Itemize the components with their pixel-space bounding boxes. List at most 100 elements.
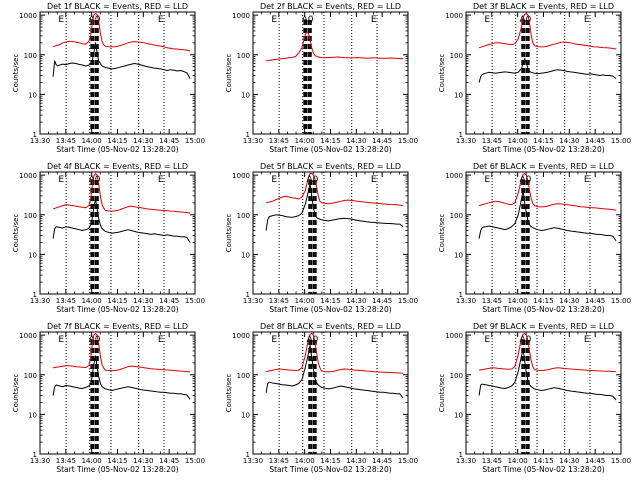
x-tick-label: 13:30 xyxy=(30,297,50,305)
x-tick-label: 14:45 xyxy=(372,297,392,305)
panel-det-3: Det 3f BLACK = Events, RED = LLD 1 10 100 10… xyxy=(438,2,631,154)
x-tick-label: 14:30 xyxy=(346,297,366,305)
y-tick-label: 10 xyxy=(28,251,37,259)
x-tick-label: 13:45 xyxy=(56,297,76,305)
panel-det-7: Det 7f BLACK = Events, RED = LLD 1 10 100 10… xyxy=(12,322,205,474)
panel-det-4: Det 4f BLACK = Events, RED = LLD 1 10 100 10… xyxy=(12,162,205,314)
y-tick-label: 1 xyxy=(246,131,250,139)
annotation-label: E xyxy=(584,15,590,25)
x-tick-label: 13:45 xyxy=(56,137,76,145)
x-tick-label: 14:45 xyxy=(372,457,392,465)
y-tick-label: 10 xyxy=(28,91,37,99)
x-tick-label: 14:15 xyxy=(320,297,340,305)
x-tick-label: 14:00 xyxy=(82,137,102,145)
x-axis-label: Start Time (05-Nov-02 13:28:20) xyxy=(56,465,178,474)
x-tick-label: 14:30 xyxy=(346,457,366,465)
panel-det-6: Det 6f BLACK = Events, RED = LLD 1 10 100 10… xyxy=(438,162,631,314)
series-line-lld xyxy=(53,333,191,373)
annotation-label: E xyxy=(371,175,377,185)
y-tick-label: 1000 xyxy=(232,332,250,340)
x-tick-label: 15:00 xyxy=(185,297,205,305)
x-tick-label: 14:00 xyxy=(508,457,528,465)
panel-title: Det 4f BLACK = Events, RED = LLD xyxy=(47,162,188,171)
x-tick-label: 13:30 xyxy=(456,297,476,305)
x-tick-label: 14:45 xyxy=(159,137,179,145)
annotation-label: E xyxy=(484,335,490,345)
y-axis-label: Counts/sec xyxy=(12,54,20,93)
y-tick-label: 100 xyxy=(24,52,37,60)
annotation-label: E xyxy=(271,335,277,345)
x-axis-label: Start Time (05-Nov-02 13:28:20) xyxy=(482,305,604,314)
x-tick-label: 13:45 xyxy=(56,457,76,465)
x-tick-label: 13:45 xyxy=(269,457,289,465)
x-tick-label: 14:15 xyxy=(533,137,553,145)
y-tick-label: 100 xyxy=(450,52,463,60)
plot-frame xyxy=(39,171,196,295)
panel-title: Det 2f BLACK = Events, RED = LLD xyxy=(260,2,401,11)
panel-det-2: Det 2f BLACK = Events, RED = LLD 1 10 100 10… xyxy=(225,2,418,154)
plot-frame xyxy=(252,331,409,455)
x-tick-label: 14:15 xyxy=(533,457,553,465)
x-tick-label: 13:30 xyxy=(456,137,476,145)
x-tick-label: 14:15 xyxy=(107,137,127,145)
x-tick-label: 14:30 xyxy=(559,137,579,145)
x-tick-label: 15:00 xyxy=(611,457,631,465)
x-tick-label: 15:00 xyxy=(398,137,418,145)
panel-title: Det 8f BLACK = Events, RED = LLD xyxy=(260,322,401,331)
x-tick-label: 13:30 xyxy=(456,457,476,465)
x-tick-label: 14:15 xyxy=(107,297,127,305)
x-tick-label: 15:00 xyxy=(611,137,631,145)
y-tick-label: 1 xyxy=(33,451,37,459)
panel-det-9: Det 9f BLACK = Events, RED = LLD 1 10 100 10… xyxy=(438,322,631,474)
y-tick-label: 1000 xyxy=(232,172,250,180)
y-tick-label: 10 xyxy=(28,411,37,419)
panel-det-5: Det 5f BLACK = Events, RED = LLD 1 10 100 10… xyxy=(225,162,418,314)
y-tick-label: 1000 xyxy=(19,332,37,340)
series-line-events xyxy=(265,344,404,399)
panel-title: Det 5f BLACK = Events, RED = LLD xyxy=(260,162,401,171)
x-tick-label: 15:00 xyxy=(398,297,418,305)
y-tick-label: 1000 xyxy=(445,12,463,20)
annotation-label: E xyxy=(158,175,164,185)
annotation-label: A0 xyxy=(89,175,101,185)
y-tick-label: 1 xyxy=(459,291,463,299)
y-tick-label: 1 xyxy=(459,131,463,139)
y-axis-label: Counts/sec xyxy=(438,374,446,413)
x-tick-label: 15:00 xyxy=(185,137,205,145)
annotation-label: A0 xyxy=(520,335,532,345)
panel-title: Det 9f BLACK = Events, RED = LLD xyxy=(473,322,614,331)
x-tick-label: 14:45 xyxy=(585,137,605,145)
x-axis-label: Start Time (05-Nov-02 13:28:20) xyxy=(269,465,391,474)
annotation-label: E xyxy=(584,335,590,345)
y-tick-label: 1 xyxy=(33,131,37,139)
x-tick-label: 14:30 xyxy=(559,297,579,305)
series-line-events xyxy=(52,42,191,79)
annotation-label: A0 xyxy=(520,15,532,25)
x-axis-label: Start Time (05-Nov-02 13:28:20) xyxy=(482,145,604,154)
x-tick-label: 13:30 xyxy=(243,297,263,305)
x-tick-label: 14:45 xyxy=(585,457,605,465)
y-tick-label: 100 xyxy=(237,212,250,220)
series-line-events xyxy=(52,355,191,400)
y-tick-label: 100 xyxy=(450,372,463,380)
y-tick-label: 1 xyxy=(246,451,250,459)
x-tick-label: 13:30 xyxy=(30,137,50,145)
x-tick-label: 13:45 xyxy=(269,137,289,145)
plot-frame xyxy=(39,11,196,135)
x-tick-label: 13:30 xyxy=(243,457,263,465)
y-tick-label: 1000 xyxy=(19,172,37,180)
annotation-label: E xyxy=(484,15,490,25)
x-tick-label: 13:30 xyxy=(30,457,50,465)
series-line-lld xyxy=(478,13,617,50)
y-tick-label: 1000 xyxy=(232,12,250,20)
series-line-lld xyxy=(266,31,404,62)
x-tick-label: 14:00 xyxy=(295,297,315,305)
annotation-label: E xyxy=(58,15,64,25)
x-tick-label: 13:45 xyxy=(482,137,502,145)
series-line-lld xyxy=(478,173,617,211)
x-tick-label: 14:45 xyxy=(159,297,179,305)
series-line-lld xyxy=(52,13,191,52)
y-tick-label: 100 xyxy=(24,372,37,380)
y-tick-label: 1000 xyxy=(19,12,37,20)
